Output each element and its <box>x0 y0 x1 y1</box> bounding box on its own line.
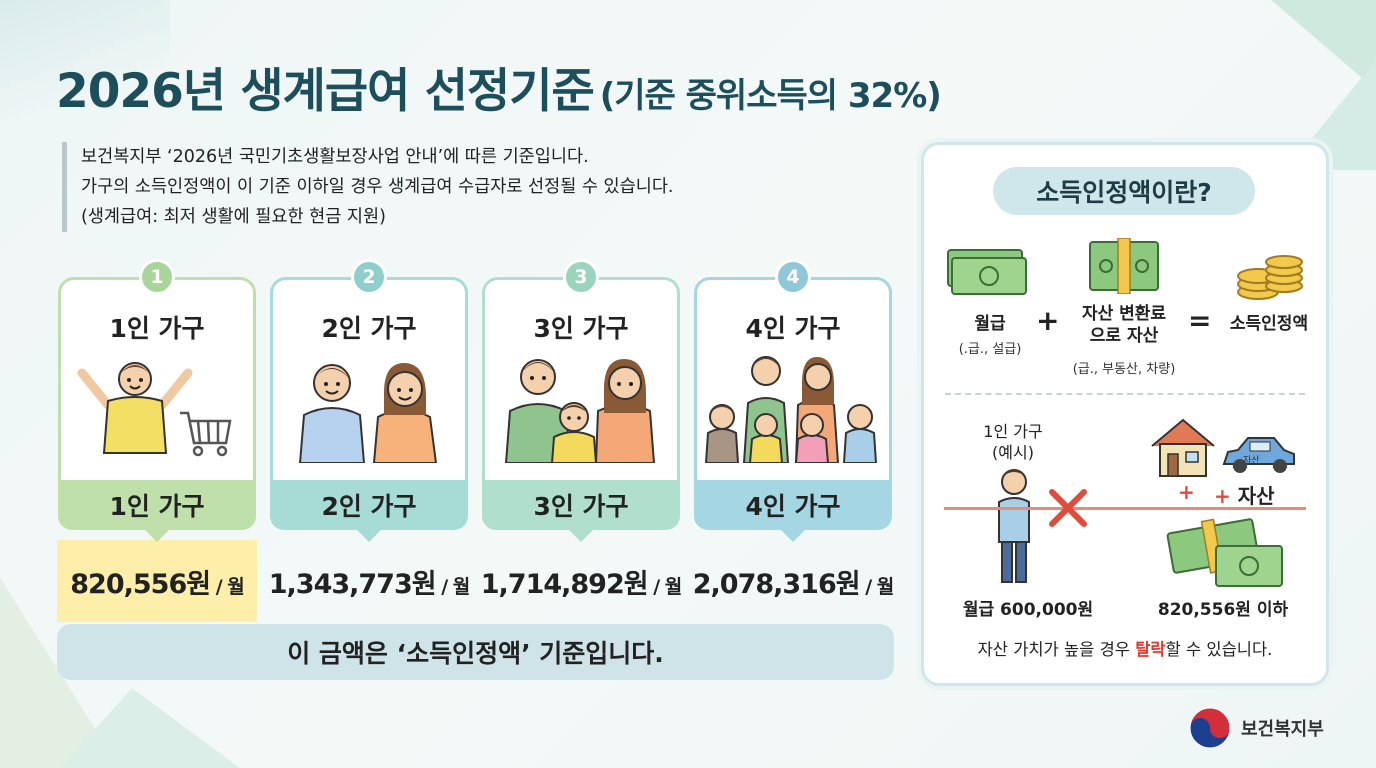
wage-sublabel: (.급., 설급) <box>958 342 1022 357</box>
intro-line: 보건복지부 ‘2026년 국민기초생활보장사업 안내’에 따른 기준입니다. <box>81 147 589 167</box>
coins-icon <box>1237 255 1303 300</box>
result-label: 소득인정액 <box>1229 314 1309 334</box>
income-definition-panel <box>921 142 1329 686</box>
amount-value: 2,078,316원 <box>692 569 861 600</box>
plus-operator: + <box>1036 304 1060 337</box>
ministry-logo: 보건복지부 <box>1188 706 1324 750</box>
intro-text: 보건복지부 ‘2026년 국민기초생활보장사업 안내’에 따른 기준입니다. 가… <box>62 142 674 232</box>
amount-unit: / 월 <box>210 576 245 598</box>
asset-sublabel: (급., 부동산, 차량) <box>1072 362 1176 377</box>
warning-text: 자산 가치가 높을 경우 탈락할 수 있습니다. <box>977 640 1273 659</box>
plus-mark: + <box>1178 480 1195 504</box>
salary-example: 월급 600,000원 <box>962 600 1094 620</box>
household-card-2: 2 2인 가구 2인 가구 <box>270 259 468 530</box>
cross-icon <box>1049 489 1087 527</box>
car-label: 자산 <box>1243 456 1260 466</box>
equals-operator: = <box>1188 304 1212 337</box>
intro-line: 가구의 소득인정액이 이 기준 이하일 경우 생계급여 수급자로 선정될 수 있… <box>81 177 674 197</box>
single-person-illustration <box>77 362 232 457</box>
card-number-badge: 4 <box>775 259 811 295</box>
wage-label: 월급 <box>974 314 1006 334</box>
asset-label-line2: 으로 자산 <box>1089 326 1159 346</box>
card-heading: 1인 가구 <box>109 314 205 343</box>
household-amount: 820,556원 / 월 <box>52 562 262 601</box>
card-band-label: 3인 가구 <box>482 480 680 530</box>
amount-value: 1,343,773원 <box>268 569 437 600</box>
household-amount: 2,078,316원 / 월 <box>688 562 898 601</box>
household-amount: 1,714,892원 / 월 <box>476 562 686 601</box>
family-of-four-illustration <box>704 356 878 463</box>
household-card-3: 3 3인 가구 3인 가구 <box>482 259 680 530</box>
household-amount: 1,343,773원 / 월 <box>264 562 474 601</box>
page-title-main: 2026년 생계급여 선정기준 <box>56 64 595 119</box>
card-heading: 2인 가구 <box>321 314 417 343</box>
taegeuk-emblem-icon <box>1189 707 1231 749</box>
house-icon <box>1151 418 1215 477</box>
amount-value: 1,714,892원 <box>480 569 649 600</box>
household-card-4: 4 4인 가구 4인 가구 <box>694 259 892 530</box>
card-heading: 4인 가구 <box>745 314 841 343</box>
threshold-line <box>944 507 1306 510</box>
money-stack-icon <box>1089 238 1159 294</box>
highlight-column <box>57 540 257 622</box>
cash-bundle-icon <box>1166 518 1283 587</box>
card-band-label: 4인 가구 <box>694 480 892 530</box>
couple-illustration <box>298 363 438 463</box>
person-icon <box>998 469 1030 583</box>
amount-unit: / 월 <box>647 576 682 598</box>
background-decoration <box>60 688 240 768</box>
warning-highlight: 탈락 <box>1135 640 1166 659</box>
panel-title: 소득인정액이란? <box>993 167 1255 215</box>
panel-divider <box>945 393 1305 395</box>
example-label-line1: 1인 가구 <box>983 422 1043 441</box>
ministry-name: 보건복지부 <box>1241 719 1324 740</box>
asset-label-line1: 자산 변환료 <box>1081 304 1167 324</box>
amount-value: 820,556원 <box>70 569 211 600</box>
page-title: 2026년 생계급여 선정기준 (기준 중위소득의 32%) <box>56 52 942 121</box>
card-band-label: 2인 가구 <box>270 480 468 530</box>
car-icon <box>1222 437 1295 473</box>
intro-line: (생계급여: 최저 생활에 필요한 현금 지원) <box>81 207 386 227</box>
card-number-badge: 2 <box>351 259 387 295</box>
cash-icon <box>947 249 1027 295</box>
card-number-badge: 3 <box>563 259 599 295</box>
background-decoration <box>1271 0 1376 90</box>
threshold-example: 820,556원 이하 <box>1157 600 1289 620</box>
income-basis-note: 이 금액은 ‘소득인정액’ 기준입니다. <box>57 624 894 680</box>
card-number-badge: 1 <box>139 259 175 295</box>
family-of-three-illustration <box>504 359 656 463</box>
example-label-line2: (예시) <box>992 443 1034 462</box>
household-card-1: 1 1인 가구 1인 가구 <box>58 259 256 530</box>
card-heading: 3인 가구 <box>533 314 629 343</box>
plus-asset-label: + 자산 <box>1214 484 1275 508</box>
amount-unit: / 월 <box>435 576 470 598</box>
page-title-sub: (기준 중위소득의 32%) <box>599 76 942 116</box>
amount-unit: / 월 <box>859 576 894 598</box>
card-band-label: 1인 가구 <box>58 480 256 530</box>
